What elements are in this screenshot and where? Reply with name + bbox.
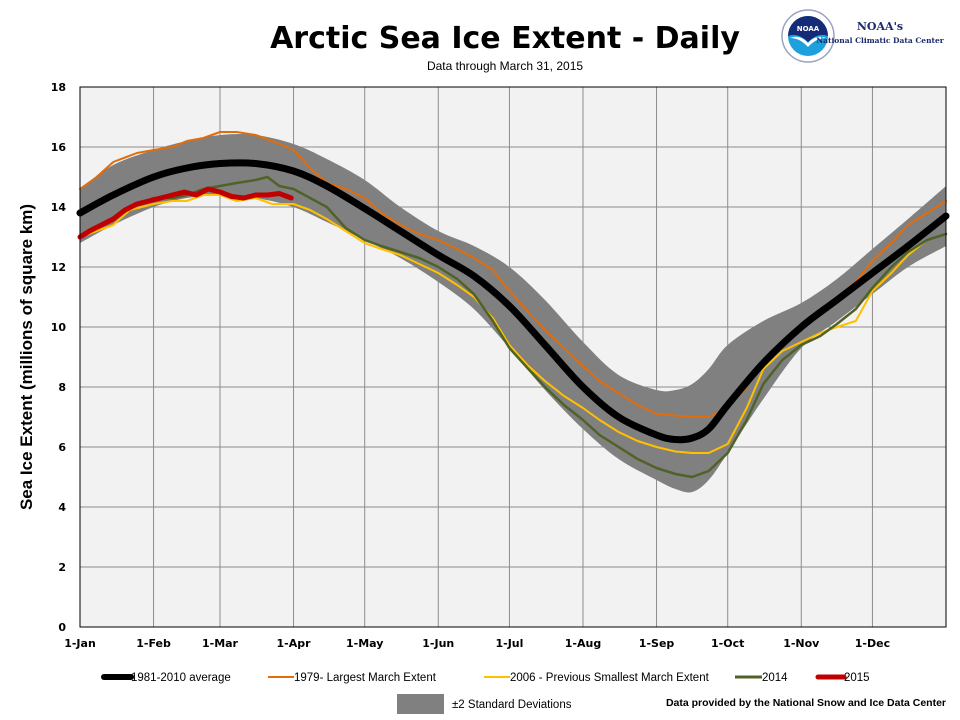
y-tick-label: 14 <box>51 201 67 214</box>
legend-label-2006: 2006 - Previous Smallest March Extent <box>510 672 710 684</box>
series-line-2006 <box>79 194 947 454</box>
series-layer <box>76 131 950 479</box>
plot-border <box>79 86 947 628</box>
legend-item-2015: 2015 <box>815 672 870 684</box>
series-line-average <box>76 159 950 444</box>
org-name: NOAA's <box>857 20 903 33</box>
y-tick-label: 0 <box>58 621 66 634</box>
x-tick-label: 1-Apr <box>277 637 312 650</box>
x-tick-label: 1-Dec <box>855 637 890 650</box>
legend-label-std-dev: ±2 Standard Deviations <box>452 699 572 711</box>
series-line-2014 <box>78 175 948 479</box>
legend-label-average: 1981-2010 average <box>131 672 231 684</box>
x-tick-label: 1-Jan <box>64 637 96 650</box>
x-tick-label: 1-Oct <box>711 637 744 650</box>
y-tick-label: 10 <box>51 321 67 334</box>
legend-label-1979: 1979- Largest March Extent <box>294 672 437 684</box>
x-tick-label: 1-Mar <box>202 637 239 650</box>
x-tick-label: 1-Sep <box>639 637 675 650</box>
legend-item-1979: 1979- Largest March Extent <box>268 672 437 684</box>
y-axis-label: Sea Ice Extent (millions of square km) <box>17 204 36 510</box>
y-tick-label: 16 <box>51 141 67 154</box>
legend-label-2014: 2014 <box>762 672 788 684</box>
legend-item-average: 1981-2010 average <box>101 672 231 684</box>
x-tick-label: 1-May <box>346 637 383 650</box>
logo-text: NOAA <box>797 25 820 33</box>
legend-swatch-std-dev <box>397 694 444 714</box>
x-tick-label: 1-Jun <box>422 637 454 650</box>
x-tick-label: 1-Aug <box>565 637 601 650</box>
legend: 1981-2010 average 1979- Largest March Ex… <box>101 672 870 714</box>
series-line-2015 <box>77 186 294 240</box>
chart-subtitle: Data through March 31, 2015 <box>427 59 583 73</box>
x-axis-ticks: 1-Jan 1-Feb 1-Mar 1-Apr 1-May 1-Jun 1-Jul 1-Aug… <box>64 637 890 650</box>
y-tick-label: 8 <box>58 381 66 394</box>
legend-item-2006: 2006 - Previous Smallest March Extent <box>484 672 710 684</box>
y-tick-label: 6 <box>58 441 66 454</box>
legend-item-2014: 2014 <box>735 672 788 684</box>
logo-sky-shape <box>788 16 828 42</box>
noaa-logo: NOAA <box>781 9 835 63</box>
y-tick-label: 18 <box>51 81 66 94</box>
legend-item-std-dev: ±2 Standard Deviations <box>397 694 572 714</box>
y-axis-ticks: 0 2 4 6 8 10 12 14 16 18 <box>51 81 67 634</box>
data-credit: Data provided by the National Snow and I… <box>666 697 946 709</box>
legend-label-2015: 2015 <box>844 672 870 684</box>
org-subtitle: National Climatic Data Center <box>816 36 944 45</box>
x-tick-label: 1-Jul <box>495 637 523 650</box>
logo-bird-icon <box>790 36 826 47</box>
chart-title: Arctic Sea Ice Extent - Daily <box>270 21 740 56</box>
x-tick-label: 1-Feb <box>136 637 171 650</box>
y-tick-label: 12 <box>51 261 66 274</box>
y-tick-label: 2 <box>58 561 66 574</box>
x-tick-label: 1-Nov <box>783 637 820 650</box>
y-tick-label: 4 <box>58 501 66 514</box>
